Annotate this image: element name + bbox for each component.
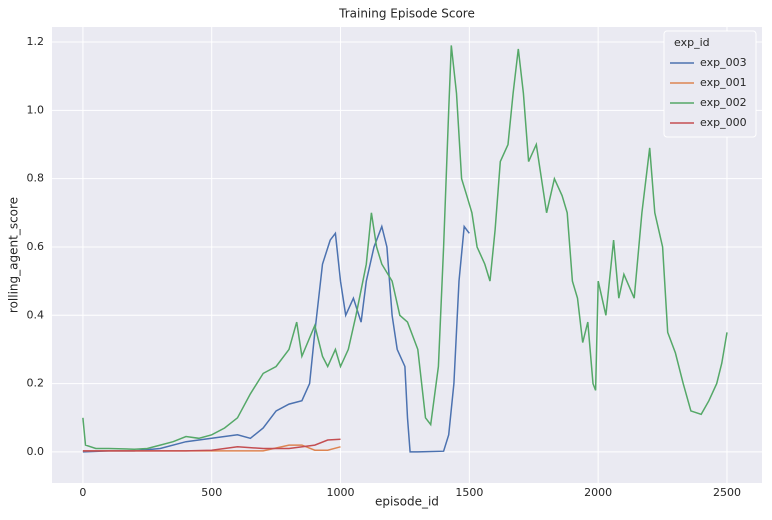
x-tick-label: 2000: [584, 486, 612, 499]
lines: [82, 45, 728, 453]
x-axis-label: episode_id: [375, 495, 439, 509]
x-tick-label: 500: [201, 486, 222, 499]
y-tick-label: 0.4: [27, 308, 45, 321]
legend-label: exp_002: [700, 96, 747, 109]
series-line: [82, 438, 341, 452]
y-axis-label: rolling_agent_score: [7, 197, 21, 313]
x-tick-label: 0: [79, 486, 86, 499]
legend-label: exp_001: [700, 76, 747, 89]
y-tick-label: 1.0: [27, 103, 45, 116]
series-line: [82, 223, 470, 453]
series-line: [82, 45, 728, 450]
y-tick-label: 1.2: [27, 35, 45, 48]
y-tick-label: 0.2: [27, 377, 45, 390]
legend: exp_id exp_003 exp_001 exp_002 exp_000: [663, 30, 757, 138]
x-tick-label: 1500: [455, 486, 483, 499]
legend-label: exp_003: [700, 56, 747, 69]
x-tick-label: 1000: [327, 486, 355, 499]
y-tick-label: 0.6: [27, 240, 45, 253]
legend-title: exp_id: [674, 36, 710, 49]
legend-box: [663, 30, 757, 138]
x-tick-label: 2500: [713, 486, 741, 499]
chart-title: Training Episode Score: [338, 7, 475, 21]
grid: [52, 27, 762, 483]
y-tick-label: 0.8: [27, 172, 45, 185]
legend-label: exp_000: [700, 116, 747, 129]
y-tick-label: 0.0: [27, 445, 45, 458]
